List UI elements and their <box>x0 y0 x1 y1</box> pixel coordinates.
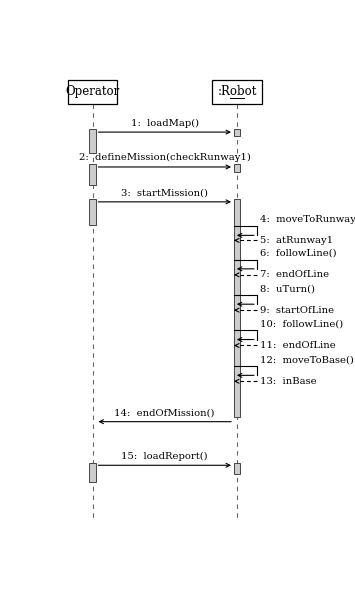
Bar <box>89 199 95 225</box>
Bar <box>234 129 240 136</box>
Bar <box>68 80 117 104</box>
Text: 4:  moveToRunway1(): 4: moveToRunway1() <box>260 215 355 224</box>
Bar <box>89 462 95 482</box>
Text: Operator: Operator <box>65 85 120 98</box>
Bar <box>89 164 95 185</box>
Text: 14:  endOfMission(): 14: endOfMission() <box>115 408 215 417</box>
Bar <box>234 164 240 172</box>
Text: 6:  followLine(): 6: followLine() <box>260 249 336 258</box>
Text: 2:  defineMission(checkRunway1): 2: defineMission(checkRunway1) <box>79 153 251 162</box>
Text: :Robot: :Robot <box>217 85 257 98</box>
Text: 13:  inBase: 13: inBase <box>260 377 316 386</box>
Text: 7:  endOfLine: 7: endOfLine <box>260 271 329 280</box>
Text: 12:  moveToBase(): 12: moveToBase() <box>260 355 353 364</box>
Text: 8:  uTurn(): 8: uTurn() <box>260 284 315 293</box>
Text: 3:  startMission(): 3: startMission() <box>121 188 208 197</box>
Text: 10:  followLine(): 10: followLine() <box>260 319 343 328</box>
Bar <box>89 129 95 153</box>
Bar <box>212 80 262 104</box>
Text: 15:  loadReport(): 15: loadReport() <box>121 452 208 461</box>
Text: 9:  startOfLine: 9: startOfLine <box>260 306 334 315</box>
Bar <box>234 462 240 474</box>
Text: 11:  endOfLine: 11: endOfLine <box>260 341 335 350</box>
Text: 1:  loadMap(): 1: loadMap() <box>131 119 199 128</box>
Text: 5:  atRunway1: 5: atRunway1 <box>260 236 333 245</box>
Bar <box>234 199 240 417</box>
